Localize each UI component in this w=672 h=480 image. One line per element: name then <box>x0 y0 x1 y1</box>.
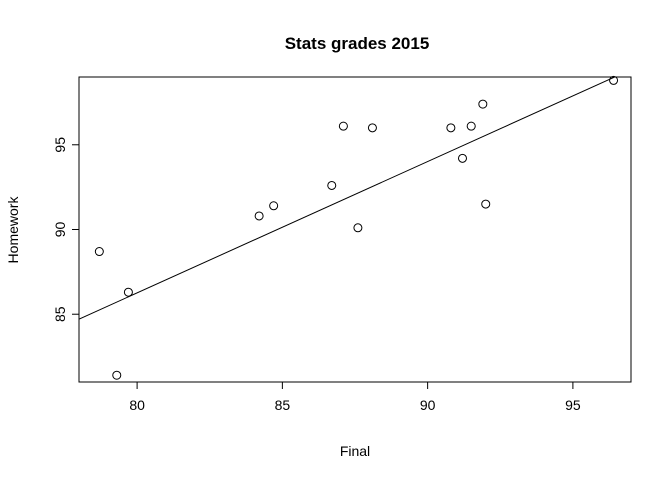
x-axis: 80 85 90 95 <box>129 381 581 413</box>
data-point <box>457 153 467 163</box>
data-point <box>327 180 337 190</box>
data-points <box>94 75 619 380</box>
y-tick-label: 95 <box>52 137 68 153</box>
regression-line <box>79 77 616 320</box>
x-tick-label: 80 <box>129 397 145 413</box>
data-point <box>446 123 456 133</box>
x-tick-label: 85 <box>275 397 291 413</box>
chart-title: Stats grades 2015 <box>285 34 430 53</box>
data-point <box>466 121 476 131</box>
regression-line-group <box>79 77 616 320</box>
data-point <box>254 211 264 221</box>
data-point <box>367 123 377 133</box>
data-point <box>481 199 491 209</box>
x-axis-label: Final <box>340 443 370 459</box>
data-point <box>94 247 104 257</box>
data-point <box>478 99 488 109</box>
data-point <box>609 75 619 85</box>
x-tick-label: 95 <box>565 397 581 413</box>
plot-frame <box>78 76 632 383</box>
data-point <box>269 201 279 211</box>
data-point <box>112 370 122 380</box>
y-axis-label: Homework <box>5 196 21 264</box>
data-point <box>353 223 363 233</box>
data-point <box>123 287 133 297</box>
y-tick-label: 90 <box>52 222 68 238</box>
x-tick-label: 90 <box>420 397 436 413</box>
y-axis: 85 90 95 <box>52 137 80 322</box>
y-tick-label: 85 <box>52 306 68 322</box>
data-point <box>338 121 348 131</box>
